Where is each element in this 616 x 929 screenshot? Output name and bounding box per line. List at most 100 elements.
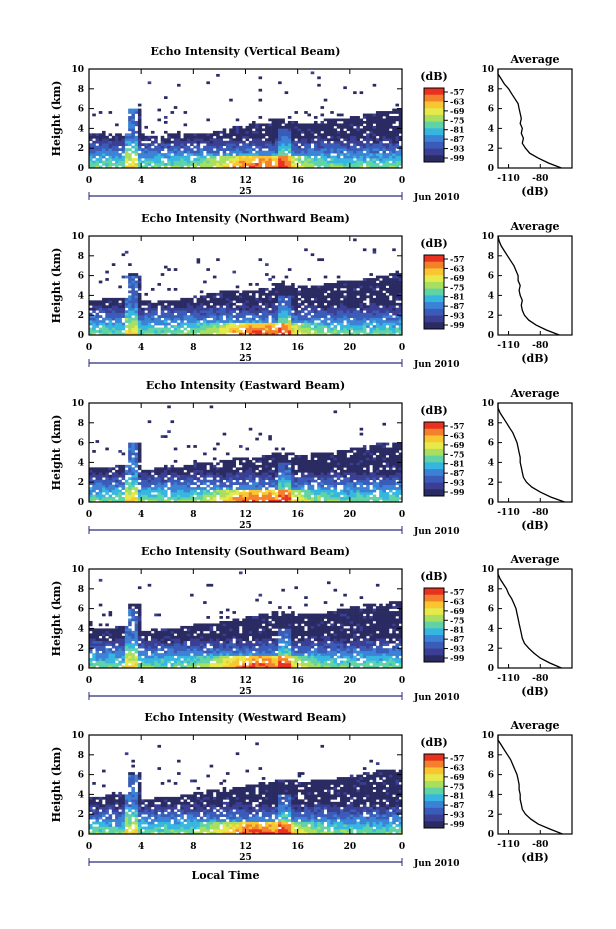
- heatmap-cell: [353, 484, 357, 488]
- heatmap-cell: [300, 150, 305, 154]
- heatmap-cell: [375, 312, 380, 316]
- heatmap-cell: [330, 302, 334, 306]
- heatmap-cell: [372, 330, 377, 333]
- heatmap-cell: [353, 452, 357, 456]
- heatmap-cell: [366, 290, 370, 294]
- heatmap-cell: [327, 454, 331, 458]
- heatmap-cell: [209, 153, 214, 156]
- heatmap-cell: [128, 275, 132, 279]
- heatmap-cell: [177, 165, 181, 169]
- heatmap-cell: [258, 489, 263, 493]
- heatmap-cell: [206, 302, 210, 306]
- heatmap-cell: [307, 295, 312, 299]
- heatmap-cell: [115, 307, 119, 311]
- heatmap-cell: [137, 135, 142, 139]
- heatmap-cell: [304, 150, 308, 154]
- heatmap-cell: [255, 315, 259, 318]
- heatmap-cell: [372, 499, 377, 503]
- heatmap-cell: [343, 457, 347, 461]
- heatmap-cell: [170, 140, 175, 144]
- heatmap-cell: [313, 300, 318, 304]
- heatmap-cell: [124, 302, 129, 306]
- heatmap-cell: [375, 302, 380, 306]
- heatmap-cell: [398, 295, 403, 299]
- heatmap-cell: [284, 325, 289, 328]
- heatmap-cell: [395, 489, 400, 493]
- heatmap-cell: [382, 442, 386, 446]
- heatmap-cell: [281, 165, 285, 169]
- heatmap-cell: [343, 285, 347, 289]
- heatmap-cell: [356, 312, 360, 316]
- date-day-label: 25: [239, 187, 252, 197]
- heatmap-cell: [229, 497, 233, 500]
- heatmap-cell: [268, 322, 272, 326]
- heatmap-cell: [108, 153, 113, 156]
- heatmap-cell: [346, 148, 351, 151]
- heatmap-cell: [375, 297, 380, 301]
- heatmap-cell: [382, 275, 386, 279]
- heatmap-cell: [320, 310, 325, 314]
- heatmap-cell: [183, 135, 188, 139]
- heatmap-cell: [382, 469, 386, 473]
- heatmap-cell: [392, 278, 396, 281]
- heatmap-cell: [209, 472, 214, 476]
- heatmap-cell: [193, 332, 197, 336]
- heatmap-cell: [150, 150, 155, 154]
- heatmap-cell: [333, 479, 338, 483]
- heatmap-cell: [274, 118, 279, 122]
- heatmap-cell: [379, 327, 383, 331]
- heatmap-cell: [287, 158, 292, 161]
- heatmap-cell: [248, 489, 253, 493]
- heatmap-cell: [320, 459, 325, 463]
- heatmap-cell: [232, 315, 237, 318]
- heatmap-cell: [173, 158, 178, 161]
- heatmap-cell: [124, 165, 129, 169]
- heatmap-cell: [203, 462, 207, 466]
- heatmap-cell: [379, 283, 383, 286]
- heatmap-cell: [379, 462, 383, 466]
- heatmap-cell: [196, 158, 201, 161]
- heatmap-cell: [382, 123, 386, 127]
- heatmap-cell: [212, 484, 217, 488]
- heatmap-cell: [284, 459, 289, 463]
- heatmap-cell: [336, 292, 341, 296]
- heatmap-cell: [281, 305, 285, 309]
- heatmap-cell: [206, 332, 210, 336]
- heatmap-cell: [245, 148, 250, 151]
- heatmap-cell: [372, 459, 377, 463]
- heatmap-cell: [281, 155, 285, 159]
- heatmap-cell: [323, 155, 328, 159]
- heatmap-cell: [359, 148, 364, 151]
- heatmap-cell: [160, 310, 165, 314]
- heatmap-cell: [271, 130, 276, 134]
- heatmap-cell: [330, 163, 334, 166]
- heatmap-cell: [180, 297, 184, 301]
- heatmap-cell: [336, 462, 341, 466]
- heatmap-cell: [356, 447, 360, 451]
- heatmap-cell: [89, 332, 93, 336]
- heatmap-cell: [385, 278, 390, 281]
- heatmap-cell: [349, 116, 354, 119]
- heatmap-cell: [242, 315, 246, 318]
- heatmap-cell: [245, 163, 250, 166]
- heatmap-cell: [95, 479, 100, 483]
- heatmap-cell: [255, 307, 259, 311]
- heatmap-cell: [131, 459, 135, 463]
- heatmap-cell: [238, 482, 243, 485]
- heatmap-cell: [252, 302, 256, 306]
- heatmap-cell: [222, 330, 227, 333]
- heatmap-cell: [392, 320, 396, 323]
- heatmap-cell: [134, 472, 139, 476]
- heatmap-cell: [379, 116, 383, 119]
- heatmap-cell: [330, 300, 334, 304]
- heatmap-cell: [379, 133, 383, 137]
- heatmap-cell: [333, 120, 338, 124]
- heatmap-cell: [372, 332, 377, 336]
- heatmap-cell: [294, 120, 298, 124]
- heatmap-cell: [320, 128, 325, 132]
- heatmap-cell: [167, 145, 171, 149]
- heatmap-cell: [261, 145, 266, 149]
- heatmap-cells: [89, 238, 403, 336]
- heatmap-cell: [271, 307, 276, 311]
- heatmap-cell: [255, 123, 259, 127]
